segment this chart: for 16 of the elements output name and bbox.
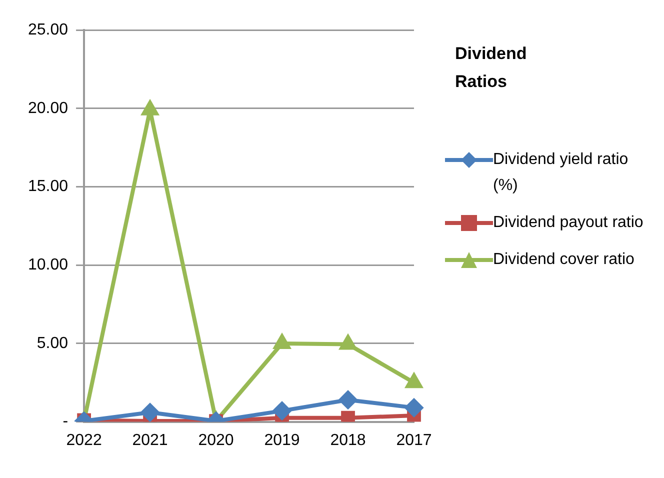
y-tick-label: 20.00 — [28, 100, 68, 117]
x-tick-label: 2020 — [198, 432, 234, 449]
y-tick-label: 25.00 — [28, 21, 68, 38]
legend-label: Dividend cover ratio — [493, 250, 636, 270]
y-tick-label: 10.00 — [28, 256, 68, 274]
x-tick-label: 2018 — [330, 432, 366, 449]
x-tick-label: 2021 — [132, 432, 168, 449]
y-tick-label: 15.00 — [28, 178, 68, 196]
legend-label: Dividend payout ratio — [493, 213, 644, 233]
y-tick-label: - — [62, 413, 68, 430]
x-tick-label: 2017 — [396, 432, 432, 449]
legend-label: Dividend yield ratio (%) — [493, 150, 630, 196]
text: Dividend Ratios — [455, 43, 528, 93]
x-tick-label: 2022 — [66, 432, 102, 449]
x-tick-label: 2019 — [264, 432, 300, 449]
y-tick-label: 5.00 — [36, 334, 68, 352]
